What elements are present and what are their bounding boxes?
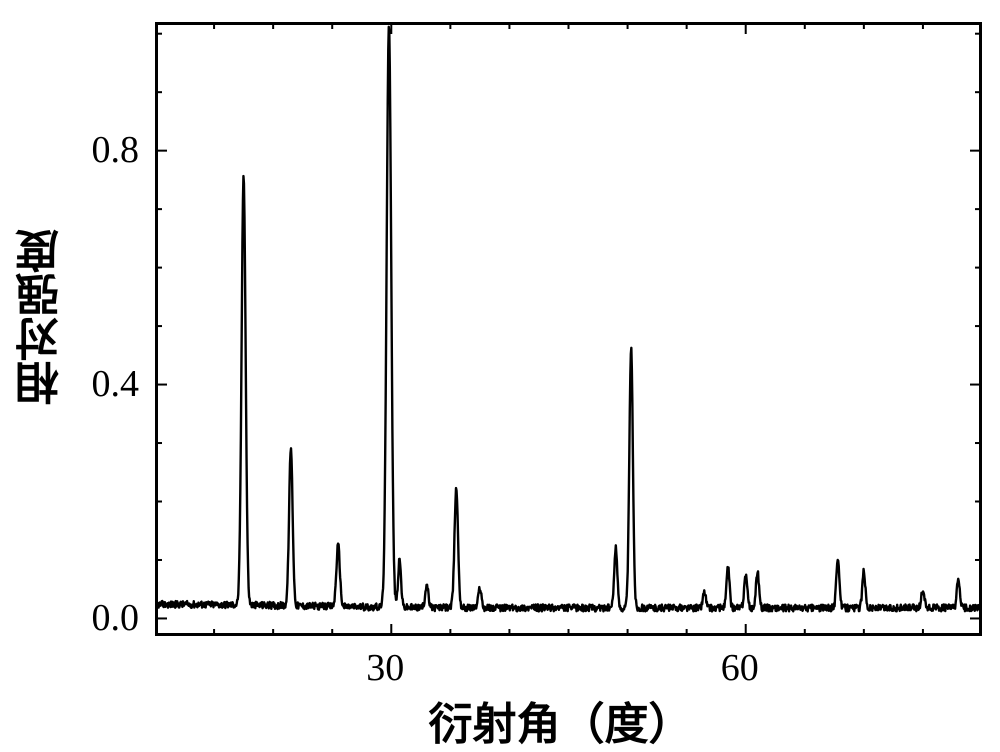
x-axis-label: 衍射角（度） [429, 688, 693, 752]
y-tick-label: 0.0 [92, 596, 140, 640]
y-axis-label: 相对强度 [10, 229, 74, 405]
xrd-line [155, 27, 982, 612]
x-tick-label: 30 [366, 646, 404, 690]
y-tick-label: 0.8 [92, 128, 140, 172]
chart-svg [0, 0, 1000, 747]
x-tick-label: 60 [721, 646, 759, 690]
y-tick-label: 0.4 [92, 362, 140, 406]
xrd-chart: 相对强度 衍射角（度） 0.00.40.83060 [0, 0, 1000, 747]
